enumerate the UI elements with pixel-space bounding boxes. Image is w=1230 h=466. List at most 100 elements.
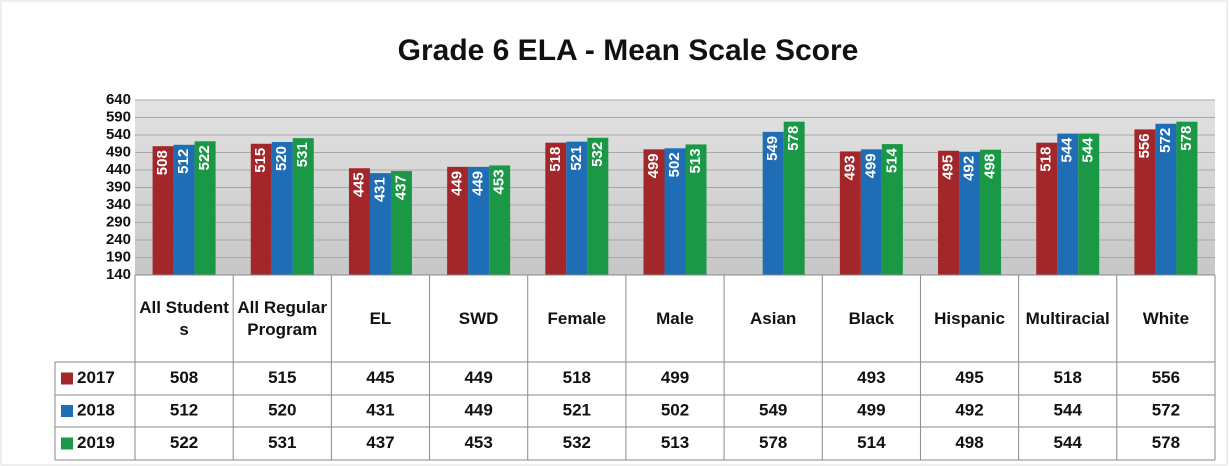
x-tick-label: Asian	[750, 308, 797, 328]
bar-label: 492	[961, 156, 978, 181]
bar	[271, 142, 293, 275]
category-cell: Male	[656, 309, 694, 328]
y-tick-label: 540	[106, 126, 131, 143]
bar	[152, 146, 174, 275]
bar	[762, 131, 784, 275]
y-tick-label: 590	[106, 108, 131, 125]
bar-label: 518	[547, 147, 564, 172]
bar-label: 445	[350, 172, 367, 197]
bar	[587, 137, 609, 275]
y-tick-label: 140	[106, 266, 131, 283]
bar-label: 572	[1157, 128, 1174, 153]
y-tick-label: 490	[106, 143, 131, 160]
table-value: 498	[955, 433, 983, 452]
category-cell: White	[1142, 308, 1190, 328]
y-tick-label: 440	[106, 161, 131, 178]
table-value: 518	[1054, 368, 1082, 387]
bar-label: 520	[273, 146, 290, 171]
table-value: 532	[563, 433, 591, 452]
table-value: 522	[170, 433, 198, 452]
x-tick-label: Black	[848, 308, 895, 328]
legend-key	[61, 437, 73, 450]
y-tick-label: 640	[106, 91, 131, 108]
bar-label: 531	[294, 142, 311, 167]
category-cell: Hispanic	[934, 308, 1005, 328]
legend-key	[61, 405, 73, 417]
y-tick-label: 340	[106, 196, 131, 213]
bar	[938, 150, 960, 275]
bar	[1134, 129, 1156, 275]
category-cell: Black	[848, 308, 895, 328]
legend-label: 2019	[77, 433, 115, 452]
y-tick-label: 390	[106, 178, 131, 195]
bar	[545, 142, 567, 275]
bar	[664, 148, 686, 275]
bar-label: 549	[764, 136, 781, 161]
bar-label: 508	[154, 150, 171, 175]
bar-label: 453	[491, 169, 508, 194]
table-value: 449	[464, 400, 492, 419]
table-value: 512	[170, 400, 198, 419]
bar-label: 493	[841, 155, 858, 180]
bar-label: 544	[1080, 137, 1097, 163]
bar	[1155, 123, 1177, 275]
bar-label: 502	[666, 152, 683, 177]
table-value: 531	[268, 433, 296, 452]
bar	[1176, 121, 1198, 275]
table-value: 502	[661, 400, 689, 419]
bar	[839, 151, 861, 275]
bar	[980, 149, 1002, 275]
bar-label: 544	[1059, 137, 1076, 163]
category-cell: EL	[369, 308, 392, 328]
table-value: 492	[955, 400, 983, 419]
bar	[468, 166, 490, 275]
bar-label: 532	[589, 142, 606, 167]
bar-label: 578	[785, 126, 802, 151]
table-value: 495	[955, 368, 983, 387]
table-value: 515	[268, 368, 296, 387]
x-tick-label: All Regular Program	[237, 297, 328, 339]
bar-label: 578	[1178, 126, 1195, 151]
y-tick-label: 290	[106, 213, 131, 230]
bar-label: 522	[196, 145, 213, 170]
x-tick-label: All Students	[139, 297, 229, 339]
table-value: 449	[464, 368, 492, 387]
table-value: 508	[170, 368, 198, 387]
bar	[369, 173, 391, 275]
table-value: 453	[464, 433, 492, 452]
category-cell: Asian	[750, 308, 797, 328]
table-value: 514	[857, 433, 886, 452]
bar-label: 449	[470, 171, 487, 196]
bar	[566, 141, 588, 275]
table-value: 518	[563, 368, 591, 387]
table-value: 578	[759, 433, 787, 452]
table-value: 499	[661, 368, 689, 387]
bar-label: 449	[449, 171, 466, 196]
category-cell: All Regular Program	[237, 297, 328, 339]
table-value: 520	[268, 400, 296, 419]
bar	[489, 165, 511, 275]
bar	[959, 151, 981, 275]
bar-label: 512	[175, 149, 192, 174]
bar-label: 513	[687, 148, 704, 173]
table-value: 499	[857, 400, 885, 419]
table-value: 445	[366, 368, 394, 387]
x-tick-label: White	[1142, 308, 1190, 328]
table-value: 493	[857, 368, 885, 387]
legend-key	[61, 372, 73, 385]
category-cell: All Students	[139, 297, 229, 339]
bar	[1078, 133, 1100, 275]
bar	[1036, 142, 1058, 275]
table-value: 431	[366, 400, 394, 419]
x-tick-label: Multiracial	[1025, 308, 1110, 328]
category-cell: SWD	[459, 309, 499, 328]
bar-label: 498	[982, 154, 999, 179]
x-tick-label: Hispanic	[934, 308, 1005, 328]
bar-label: 495	[940, 155, 957, 180]
bar	[390, 171, 412, 275]
bar	[881, 144, 903, 275]
table-value: 513	[661, 433, 689, 452]
chart-title: Grade 6 ELA - Mean Scale Score	[398, 34, 859, 67]
bar-label: 556	[1136, 133, 1153, 158]
x-tick-label: EL	[369, 308, 392, 328]
